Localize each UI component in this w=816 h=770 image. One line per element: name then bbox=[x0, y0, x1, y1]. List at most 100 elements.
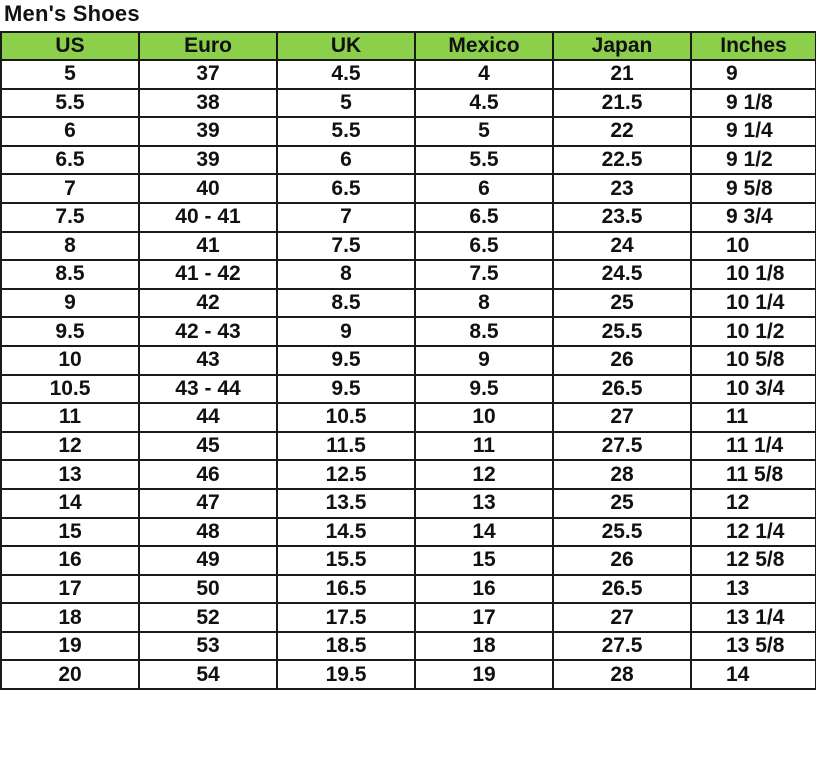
cell-japan: 25 bbox=[552, 287, 692, 319]
cell-euro: 43 - 44 bbox=[138, 373, 278, 405]
cell-japan: 21 bbox=[552, 59, 692, 90]
table-row: 11 44 10.5 10 27 11 bbox=[0, 402, 816, 433]
column-header-inches: Inches bbox=[690, 31, 816, 61]
cell-uk: 10.5 bbox=[276, 402, 416, 433]
cell-japan: 26.5 bbox=[552, 573, 692, 605]
table-row: 17 50 16.5 16 26.5 13 bbox=[0, 573, 816, 605]
cell-us: 5 bbox=[0, 59, 140, 90]
cell-euro: 39 bbox=[138, 144, 278, 176]
table-row: 14 47 13.5 13 25 12 bbox=[0, 487, 816, 519]
cell-inches: 9 1/2 bbox=[690, 144, 816, 176]
table-row: 8 41 7.5 6.5 24 10 bbox=[0, 230, 816, 262]
cell-mexico: 4 bbox=[414, 59, 554, 90]
cell-inches: 11 bbox=[690, 402, 816, 433]
cell-japan: 25 bbox=[552, 487, 692, 519]
cell-japan: 26.5 bbox=[552, 373, 692, 405]
cell-uk: 9.5 bbox=[276, 373, 416, 405]
cell-euro: 47 bbox=[138, 487, 278, 519]
cell-japan: 25.5 bbox=[552, 316, 692, 347]
table-row: 16 49 15.5 15 26 12 5/8 bbox=[0, 545, 816, 576]
cell-uk: 7 bbox=[276, 201, 416, 233]
table-row: 15 48 14.5 14 25.5 12 1/4 bbox=[0, 516, 816, 548]
cell-inches: 10 5/8 bbox=[690, 344, 816, 376]
cell-euro: 41 - 42 bbox=[138, 259, 278, 290]
cell-inches: 9 1/4 bbox=[690, 116, 816, 147]
cell-japan: 27 bbox=[552, 602, 692, 633]
cell-mexico: 4.5 bbox=[414, 87, 554, 119]
cell-japan: 22 bbox=[552, 116, 692, 147]
cell-us: 7.5 bbox=[0, 201, 140, 233]
table-row: 18 52 17.5 17 27 13 1/4 bbox=[0, 602, 816, 633]
cell-mexico: 17 bbox=[414, 602, 554, 633]
cell-inches: 12 5/8 bbox=[690, 545, 816, 576]
header-row: US Euro UK Mexico Japan Inches bbox=[0, 31, 816, 61]
cell-uk: 8.5 bbox=[276, 287, 416, 319]
cell-uk: 5.5 bbox=[276, 116, 416, 147]
cell-uk: 13.5 bbox=[276, 487, 416, 519]
cell-mexico: 8 bbox=[414, 287, 554, 319]
cell-us: 13 bbox=[0, 459, 140, 490]
cell-inches: 10 bbox=[690, 230, 816, 262]
cell-inches: 9 3/4 bbox=[690, 201, 816, 233]
cell-uk: 18.5 bbox=[276, 630, 416, 662]
cell-inches: 9 1/8 bbox=[690, 87, 816, 119]
cell-inches: 12 1/4 bbox=[690, 516, 816, 548]
cell-uk: 5 bbox=[276, 87, 416, 119]
table-row: 6 39 5.5 5 22 9 1/4 bbox=[0, 116, 816, 147]
cell-mexico: 5 bbox=[414, 116, 554, 147]
cell-us: 19 bbox=[0, 630, 140, 662]
cell-mexico: 5.5 bbox=[414, 144, 554, 176]
cell-euro: 42 - 43 bbox=[138, 316, 278, 347]
cell-uk: 6.5 bbox=[276, 173, 416, 204]
cell-uk: 19.5 bbox=[276, 659, 416, 691]
cell-japan: 27.5 bbox=[552, 430, 692, 462]
cell-inches: 11 5/8 bbox=[690, 459, 816, 490]
cell-euro: 40 bbox=[138, 173, 278, 204]
cell-mexico: 10 bbox=[414, 402, 554, 433]
cell-japan: 26 bbox=[552, 545, 692, 576]
table-row: 9 42 8.5 8 25 10 1/4 bbox=[0, 287, 816, 319]
table-row: 8.5 41 - 42 8 7.5 24.5 10 1/8 bbox=[0, 259, 816, 290]
cell-mexico: 6.5 bbox=[414, 230, 554, 262]
cell-mexico: 6.5 bbox=[414, 201, 554, 233]
cell-us: 15 bbox=[0, 516, 140, 548]
cell-japan: 23 bbox=[552, 173, 692, 204]
cell-us: 9 bbox=[0, 287, 140, 319]
cell-mexico: 8.5 bbox=[414, 316, 554, 347]
cell-inches: 9 bbox=[690, 59, 816, 90]
cell-euro: 54 bbox=[138, 659, 278, 691]
cell-inches: 13 bbox=[690, 573, 816, 605]
cell-inches: 13 1/4 bbox=[690, 602, 816, 633]
cell-us: 14 bbox=[0, 487, 140, 519]
page-title: Men's Shoes bbox=[4, 1, 140, 26]
cell-us: 10.5 bbox=[0, 373, 140, 405]
cell-inches: 12 bbox=[690, 487, 816, 519]
table-row: 20 54 19.5 19 28 14 bbox=[0, 659, 816, 691]
table-row: 19 53 18.5 18 27.5 13 5/8 bbox=[0, 630, 816, 662]
cell-uk: 11.5 bbox=[276, 430, 416, 462]
cell-uk: 6 bbox=[276, 144, 416, 176]
cell-mexico: 7.5 bbox=[414, 259, 554, 290]
table-row: 10 43 9.5 9 26 10 5/8 bbox=[0, 344, 816, 376]
cell-mexico: 13 bbox=[414, 487, 554, 519]
cell-us: 9.5 bbox=[0, 316, 140, 347]
cell-euro: 46 bbox=[138, 459, 278, 490]
cell-euro: 45 bbox=[138, 430, 278, 462]
table-row: 7 40 6.5 6 23 9 5/8 bbox=[0, 173, 816, 204]
column-header-us: US bbox=[0, 31, 140, 61]
cell-japan: 28 bbox=[552, 459, 692, 490]
table-row: 10.5 43 - 44 9.5 9.5 26.5 10 3/4 bbox=[0, 373, 816, 405]
cell-euro: 49 bbox=[138, 545, 278, 576]
cell-us: 6 bbox=[0, 116, 140, 147]
cell-japan: 25.5 bbox=[552, 516, 692, 548]
cell-us: 11 bbox=[0, 402, 140, 433]
cell-euro: 50 bbox=[138, 573, 278, 605]
cell-japan: 21.5 bbox=[552, 87, 692, 119]
cell-uk: 17.5 bbox=[276, 602, 416, 633]
cell-uk: 7.5 bbox=[276, 230, 416, 262]
cell-mexico: 15 bbox=[414, 545, 554, 576]
cell-mexico: 11 bbox=[414, 430, 554, 462]
cell-uk: 12.5 bbox=[276, 459, 416, 490]
cell-us: 18 bbox=[0, 602, 140, 633]
cell-uk: 14.5 bbox=[276, 516, 416, 548]
